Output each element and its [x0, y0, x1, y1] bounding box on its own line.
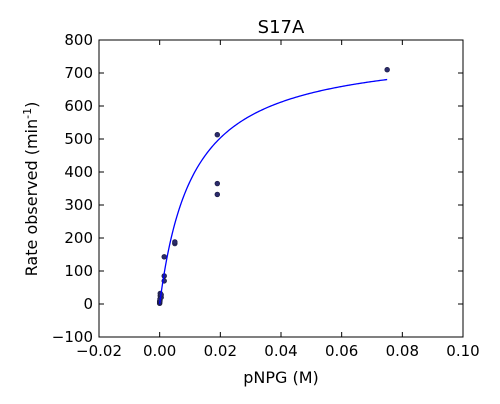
data-point: [214, 180, 221, 187]
y-tick-label: 0: [83, 295, 93, 313]
y-tick-label: 200: [64, 229, 93, 247]
data-point: [214, 132, 221, 138]
x-tick-label: 0.02: [204, 342, 237, 360]
y-axis-label-close: ): [22, 102, 41, 108]
y-tick-label: 500: [64, 130, 93, 148]
x-tick-label: 0.10: [446, 342, 479, 360]
y-tick-label: 300: [64, 196, 93, 214]
x-tick-label: 0.06: [325, 342, 358, 360]
y-axis-label: Rate observed (min-1): [21, 102, 41, 277]
data-point: [161, 254, 167, 260]
y-axis-label-main: Rate observed (min: [22, 119, 41, 276]
y-tick-label: 700: [64, 64, 93, 82]
y-tick-label: 400: [64, 163, 93, 181]
x-tick-label: 0.00: [143, 342, 176, 360]
chart-title: S17A: [258, 17, 305, 38]
x-tick-label: −0.02: [76, 342, 122, 360]
y-tick-label: 800: [64, 31, 93, 49]
x-tick-label: 0.04: [264, 342, 297, 360]
x-axis-label: pNPG (M): [243, 368, 319, 387]
data-point: [214, 191, 221, 198]
y-axis: −100 0 100 200 300 400 500 600 700 800: [52, 31, 463, 346]
data-point: [384, 66, 390, 73]
plot-area: [98, 39, 464, 338]
x-tick-label: 0.08: [386, 342, 419, 360]
fit-curve: [159, 78, 388, 305]
y-axis-label-sup: -1: [21, 108, 34, 119]
x-axis: −0.02 0.00 0.02 0.04 0.06 0.08 0.10: [76, 40, 480, 360]
y-tick-label: 600: [64, 97, 93, 115]
plot-frame: [98, 39, 464, 338]
data-point: [172, 239, 178, 245]
y-tick-label: −100: [52, 328, 93, 346]
y-tick-label: 100: [64, 262, 93, 280]
